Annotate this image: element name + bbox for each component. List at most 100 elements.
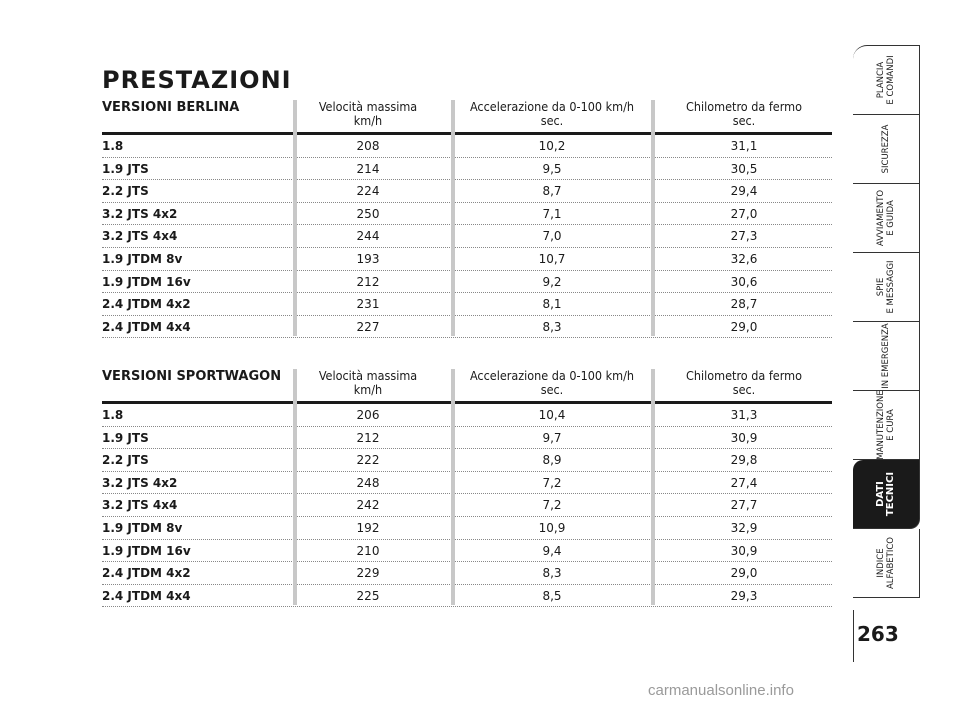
chapter-tab[interactable]: AVVIAMENTO E GUIDA (853, 184, 920, 253)
table-row: 2.4 JTDM 4x4 225 8,5 29,3 (102, 585, 832, 608)
value-accel: 8,9 (542, 453, 562, 468)
chapter-tab-line: SICUREZZA (881, 124, 891, 174)
column-header-line: Chilometro da fermo (686, 99, 802, 114)
chapter-tab[interactable]: SICUREZZA (853, 115, 920, 184)
chapter-tab-line: E GUIDA (886, 200, 896, 236)
chapter-tab-line: E COMANDI (886, 55, 896, 105)
column-header-line: sec. (540, 382, 564, 397)
value-speed: 212 (356, 274, 380, 289)
value-km: 29,8 (730, 453, 758, 468)
chapter-tab-label: IN EMERGENZA (881, 323, 891, 389)
table-row: 1.9 JTDM 16v 210 9,4 30,9 (102, 540, 832, 563)
table-row: 1.8 206 10,4 31,3 (102, 404, 832, 427)
model-name: 1.9 JTDM 16v (102, 274, 191, 289)
value-speed: 222 (356, 453, 380, 468)
table-row: 2.4 JTDM 4x4 227 8,3 29,0 (102, 316, 832, 339)
value-speed: 212 (356, 430, 380, 445)
value-km: 29,3 (730, 588, 758, 603)
chapter-tab[interactable]: PLANCIA E COMANDI (853, 45, 920, 115)
chapter-tab[interactable]: IN EMERGENZA (853, 322, 920, 391)
table-row: 1.8 208 10,2 31,1 (102, 135, 832, 158)
chapter-tab-label: MANUTENZIONE E CURA (876, 390, 896, 459)
column-header-km: Chilometro da fermo sec. (655, 369, 833, 397)
value-km: 27,0 (730, 206, 758, 221)
value-accel: 9,7 (542, 430, 562, 445)
column-header-line: Chilometro da fermo (686, 368, 802, 383)
value-accel: 10,4 (538, 408, 566, 422)
model-name: 1.9 JTDM 8v (102, 251, 183, 266)
table-row: 1.9 JTDM 16v 212 9,2 30,6 (102, 271, 832, 294)
value-accel: 7,1 (542, 206, 562, 221)
value-speed: 231 (356, 297, 380, 312)
value-km: 27,4 (730, 475, 758, 490)
page-number: 263 (857, 622, 899, 646)
model-name: 1.9 JTS (102, 161, 149, 176)
header-rule (102, 132, 832, 135)
sportwagon-table: VERSIONI SPORTWAGON Velocità massima km/h A… (102, 369, 833, 608)
chapter-tab[interactable]: MANUTENZIONE E CURA (853, 390, 920, 460)
model-name: 2.4 JTDM 4x2 (102, 566, 191, 581)
value-speed: 193 (356, 251, 380, 266)
value-speed: 208 (356, 139, 380, 153)
chapter-tab-line: ALFABETICO (886, 536, 896, 590)
model-name: 2.4 JTDM 4x2 (102, 297, 191, 312)
table-row: 3.2 JTS 4x4 244 7,0 27,3 (102, 225, 832, 248)
model-name: 1.8 (102, 408, 124, 422)
value-speed: 227 (356, 319, 380, 334)
column-header-km: Chilometro da fermo sec. (655, 100, 833, 128)
value-accel: 8,1 (542, 297, 562, 312)
column-separator (651, 369, 655, 606)
value-speed: 242 (356, 498, 380, 513)
chapter-tab-label: SPIE E MESSAGGI (876, 260, 896, 313)
model-name: 3.2 JTS 4x2 (102, 475, 178, 490)
column-header-line: sec. (732, 113, 756, 128)
chapter-tab[interactable]: INDICE ALFABETICO (853, 529, 920, 598)
chapter-tabs: PLANCIA E COMANDI SICUREZZA AVVIAMENTO E GUI… (853, 45, 920, 598)
table-row: 3.2 JTS 4x4 242 7,2 27,7 (102, 494, 832, 517)
model-name: 3.2 JTS 4x4 (102, 498, 178, 513)
value-speed: 214 (356, 161, 380, 176)
value-speed: 192 (356, 520, 380, 535)
model-name: 3.2 JTS 4x2 (102, 206, 178, 221)
value-km: 32,9 (730, 520, 758, 535)
table-row: 2.4 JTDM 4x2 231 8,1 28,7 (102, 293, 832, 316)
value-accel: 10,7 (538, 251, 566, 266)
value-km: 30,9 (730, 543, 758, 558)
value-speed: 244 (356, 229, 380, 244)
table-row: 1.9 JTS 214 9,5 30,5 (102, 158, 832, 181)
column-header-line: km/h (353, 382, 383, 397)
model-name: 3.2 JTS 4x4 (102, 229, 178, 244)
section-label: VERSIONI SPORTWAGON (102, 369, 282, 384)
value-accel: 10,2 (538, 139, 566, 153)
column-separator (293, 100, 297, 337)
column-header-accel: Accelerazione da 0-100 km/h sec. (454, 369, 650, 397)
chapter-tab-line: E CURA (886, 409, 896, 441)
value-km: 29,0 (730, 566, 758, 581)
value-accel: 7,2 (542, 475, 562, 490)
value-accel: 9,2 (542, 274, 562, 289)
table-row: 2.4 JTDM 4x2 229 8,3 29,0 (102, 562, 832, 585)
chapter-tab-line: E MESSAGGI (886, 260, 896, 314)
section-label: VERSIONI BERLINA (102, 100, 240, 115)
value-accel: 8,5 (542, 588, 562, 603)
chapter-tab[interactable]: SPIE E MESSAGGI (853, 253, 920, 322)
chapter-tab-label: DATI TECNICI (875, 472, 896, 516)
chapter-tab-line: PLANCIA (876, 61, 886, 99)
value-km: 31,3 (730, 408, 758, 422)
chapter-tab-line: IN EMERGENZA (881, 323, 891, 389)
chapter-tab-label: INDICE ALFABETICO (876, 537, 896, 589)
chapter-tab[interactable]: DATI TECNICI (853, 460, 920, 529)
page-title: PRESTAZIONI (102, 66, 292, 94)
value-km: 28,7 (730, 297, 758, 312)
header-rule (102, 401, 832, 404)
value-km: 29,4 (730, 184, 758, 199)
model-name: 1.9 JTDM 8v (102, 520, 183, 535)
table-row: 3.2 JTS 4x2 250 7,1 27,0 (102, 203, 832, 226)
column-header-line: Velocità massima (318, 99, 418, 114)
model-name: 1.8 (102, 139, 124, 153)
value-accel: 7,2 (542, 498, 562, 513)
chapter-tab-label: SICUREZZA (881, 125, 891, 174)
value-speed: 229 (356, 566, 380, 581)
table-row: 1.9 JTS 212 9,7 30,9 (102, 427, 832, 450)
value-accel: 9,5 (542, 161, 562, 176)
